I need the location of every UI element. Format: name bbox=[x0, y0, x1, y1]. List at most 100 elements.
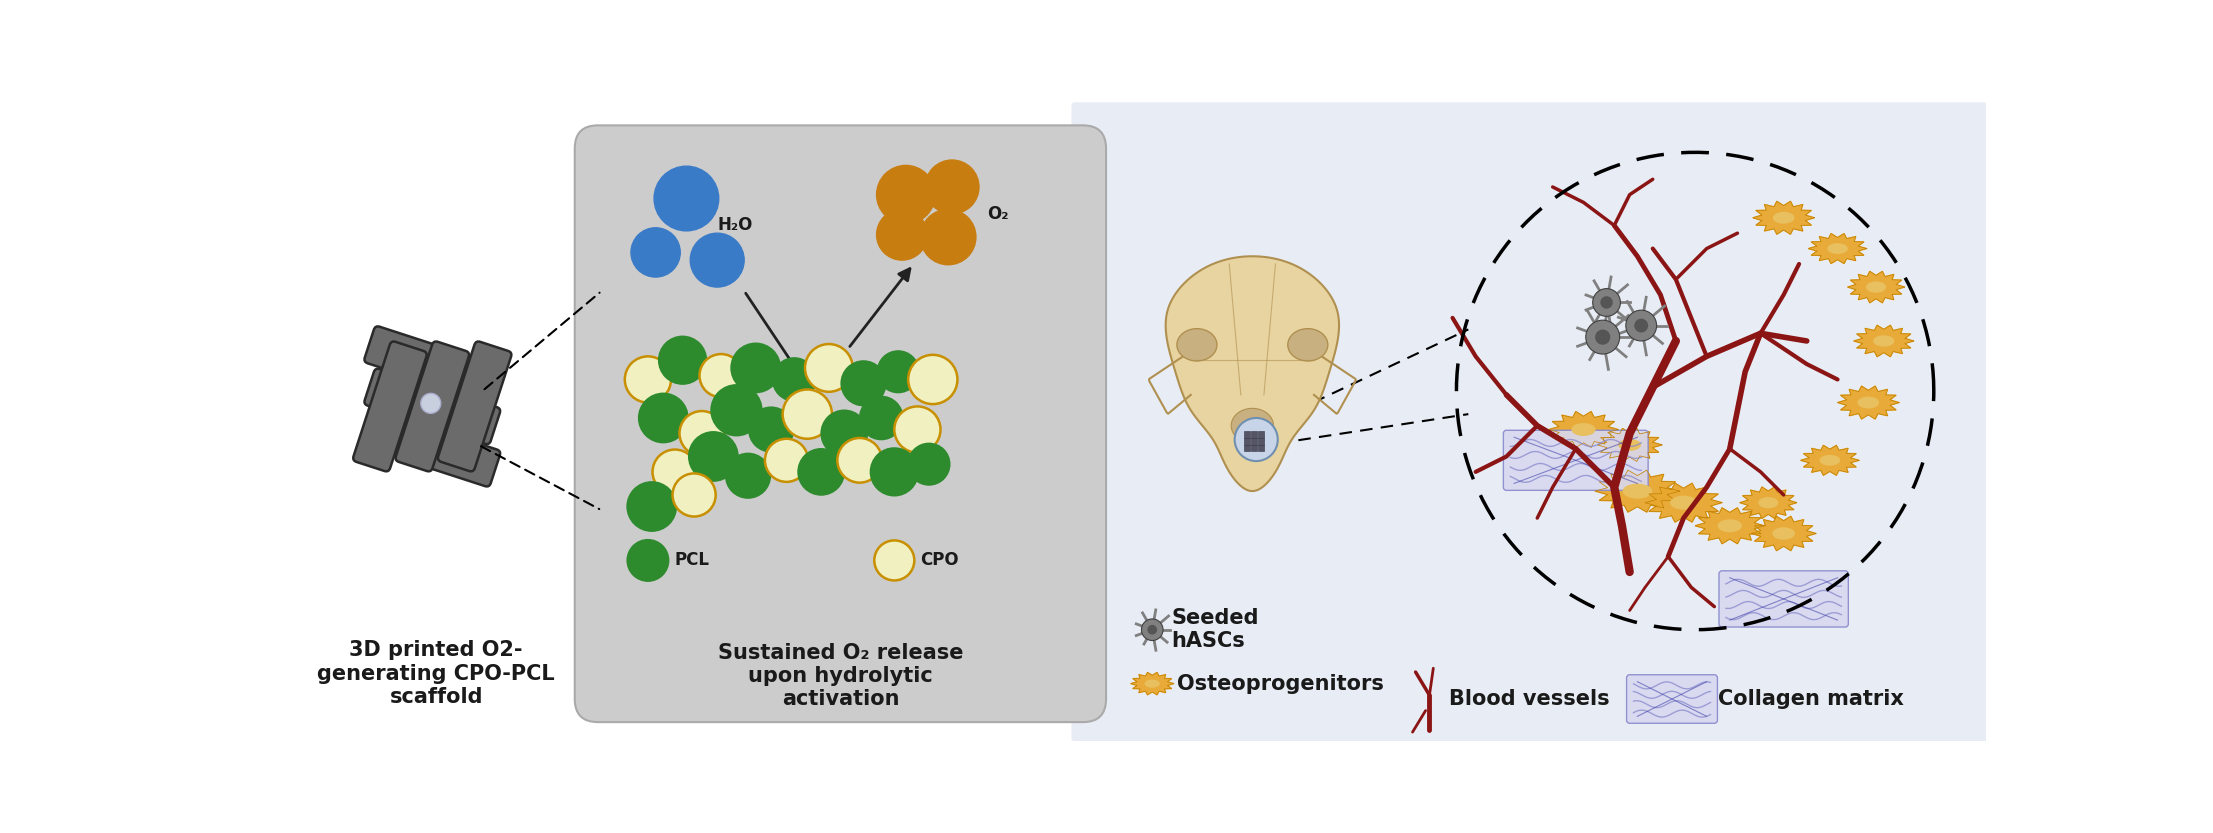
Circle shape bbox=[841, 360, 887, 407]
FancyBboxPatch shape bbox=[1071, 102, 1987, 741]
Circle shape bbox=[837, 438, 883, 482]
Text: PCL: PCL bbox=[675, 551, 710, 570]
Circle shape bbox=[870, 447, 918, 496]
Ellipse shape bbox=[1872, 336, 1894, 347]
FancyBboxPatch shape bbox=[1259, 438, 1264, 445]
Polygon shape bbox=[1750, 516, 1817, 551]
FancyBboxPatch shape bbox=[1250, 438, 1257, 445]
FancyBboxPatch shape bbox=[396, 342, 469, 471]
FancyBboxPatch shape bbox=[1244, 431, 1250, 437]
Circle shape bbox=[657, 336, 708, 385]
Circle shape bbox=[907, 355, 958, 404]
Circle shape bbox=[806, 344, 852, 392]
Polygon shape bbox=[1854, 325, 1914, 357]
Circle shape bbox=[653, 450, 697, 494]
Circle shape bbox=[907, 442, 952, 486]
Text: Seeded
hASCs: Seeded hASCs bbox=[1171, 608, 1259, 651]
Ellipse shape bbox=[1230, 408, 1272, 443]
Ellipse shape bbox=[1828, 243, 1848, 254]
FancyBboxPatch shape bbox=[365, 411, 500, 486]
Ellipse shape bbox=[1144, 680, 1160, 688]
Circle shape bbox=[710, 384, 763, 436]
Polygon shape bbox=[1549, 412, 1618, 447]
Circle shape bbox=[876, 350, 921, 393]
Circle shape bbox=[894, 407, 941, 452]
Circle shape bbox=[1587, 320, 1620, 354]
Circle shape bbox=[726, 452, 770, 499]
FancyBboxPatch shape bbox=[354, 342, 427, 471]
FancyBboxPatch shape bbox=[1244, 446, 1250, 451]
Circle shape bbox=[637, 392, 688, 443]
FancyBboxPatch shape bbox=[1259, 431, 1264, 437]
Circle shape bbox=[624, 357, 671, 402]
FancyBboxPatch shape bbox=[1250, 446, 1257, 451]
Polygon shape bbox=[1131, 672, 1173, 695]
FancyBboxPatch shape bbox=[438, 342, 511, 471]
Circle shape bbox=[420, 393, 440, 413]
Circle shape bbox=[1235, 418, 1277, 461]
FancyBboxPatch shape bbox=[1250, 431, 1257, 437]
Polygon shape bbox=[1739, 487, 1797, 518]
Polygon shape bbox=[1596, 470, 1680, 512]
Ellipse shape bbox=[1622, 484, 1653, 499]
FancyBboxPatch shape bbox=[575, 126, 1106, 722]
Circle shape bbox=[766, 439, 808, 481]
Circle shape bbox=[1142, 619, 1164, 641]
Circle shape bbox=[626, 481, 677, 532]
Ellipse shape bbox=[1773, 527, 1795, 540]
Ellipse shape bbox=[1671, 496, 1697, 510]
Text: Sustained O₂ release
upon hydrolytic
activation: Sustained O₂ release upon hydrolytic act… bbox=[717, 642, 963, 709]
Ellipse shape bbox=[1759, 497, 1779, 508]
Ellipse shape bbox=[1773, 212, 1795, 224]
Text: CPO: CPO bbox=[921, 551, 958, 570]
Circle shape bbox=[772, 357, 817, 402]
Circle shape bbox=[859, 396, 903, 441]
Polygon shape bbox=[1753, 202, 1815, 234]
Circle shape bbox=[1633, 319, 1649, 332]
Text: Osteoprogenitors: Osteoprogenitors bbox=[1177, 674, 1383, 694]
Circle shape bbox=[655, 166, 719, 231]
Circle shape bbox=[1596, 330, 1611, 345]
Text: 3D printed O2-
generating CPO-PCL
scaffold: 3D printed O2- generating CPO-PCL scaffo… bbox=[316, 641, 555, 706]
Polygon shape bbox=[1837, 386, 1899, 419]
Circle shape bbox=[631, 227, 679, 277]
Polygon shape bbox=[1695, 508, 1764, 544]
Circle shape bbox=[876, 166, 936, 224]
Ellipse shape bbox=[1571, 423, 1596, 436]
Polygon shape bbox=[1808, 233, 1868, 263]
Circle shape bbox=[730, 342, 781, 393]
Circle shape bbox=[1627, 310, 1658, 341]
FancyBboxPatch shape bbox=[365, 327, 500, 402]
Circle shape bbox=[925, 160, 978, 214]
Ellipse shape bbox=[1288, 329, 1328, 361]
Polygon shape bbox=[1166, 257, 1339, 491]
Polygon shape bbox=[1644, 483, 1722, 522]
Ellipse shape bbox=[1618, 439, 1642, 451]
Text: O₂: O₂ bbox=[987, 205, 1009, 223]
Text: Collagen matrix: Collagen matrix bbox=[1717, 689, 1903, 709]
Circle shape bbox=[876, 209, 927, 260]
Circle shape bbox=[874, 541, 914, 581]
Polygon shape bbox=[1598, 428, 1662, 461]
FancyBboxPatch shape bbox=[1720, 571, 1848, 627]
Text: H₂O: H₂O bbox=[717, 217, 752, 234]
Polygon shape bbox=[1848, 272, 1905, 303]
Circle shape bbox=[821, 410, 867, 457]
Text: Blood vessels: Blood vessels bbox=[1450, 689, 1609, 709]
FancyBboxPatch shape bbox=[1627, 675, 1717, 723]
FancyBboxPatch shape bbox=[1244, 438, 1250, 445]
Circle shape bbox=[1146, 625, 1157, 635]
Circle shape bbox=[679, 411, 724, 456]
Circle shape bbox=[688, 431, 739, 481]
FancyBboxPatch shape bbox=[1503, 431, 1649, 491]
Ellipse shape bbox=[1819, 455, 1839, 466]
Circle shape bbox=[1600, 297, 1613, 309]
Circle shape bbox=[1593, 288, 1620, 317]
Ellipse shape bbox=[1857, 397, 1879, 408]
Circle shape bbox=[748, 407, 794, 452]
Circle shape bbox=[797, 448, 845, 496]
FancyBboxPatch shape bbox=[1259, 446, 1264, 451]
FancyBboxPatch shape bbox=[365, 369, 500, 444]
Circle shape bbox=[626, 540, 668, 581]
Circle shape bbox=[690, 233, 744, 287]
